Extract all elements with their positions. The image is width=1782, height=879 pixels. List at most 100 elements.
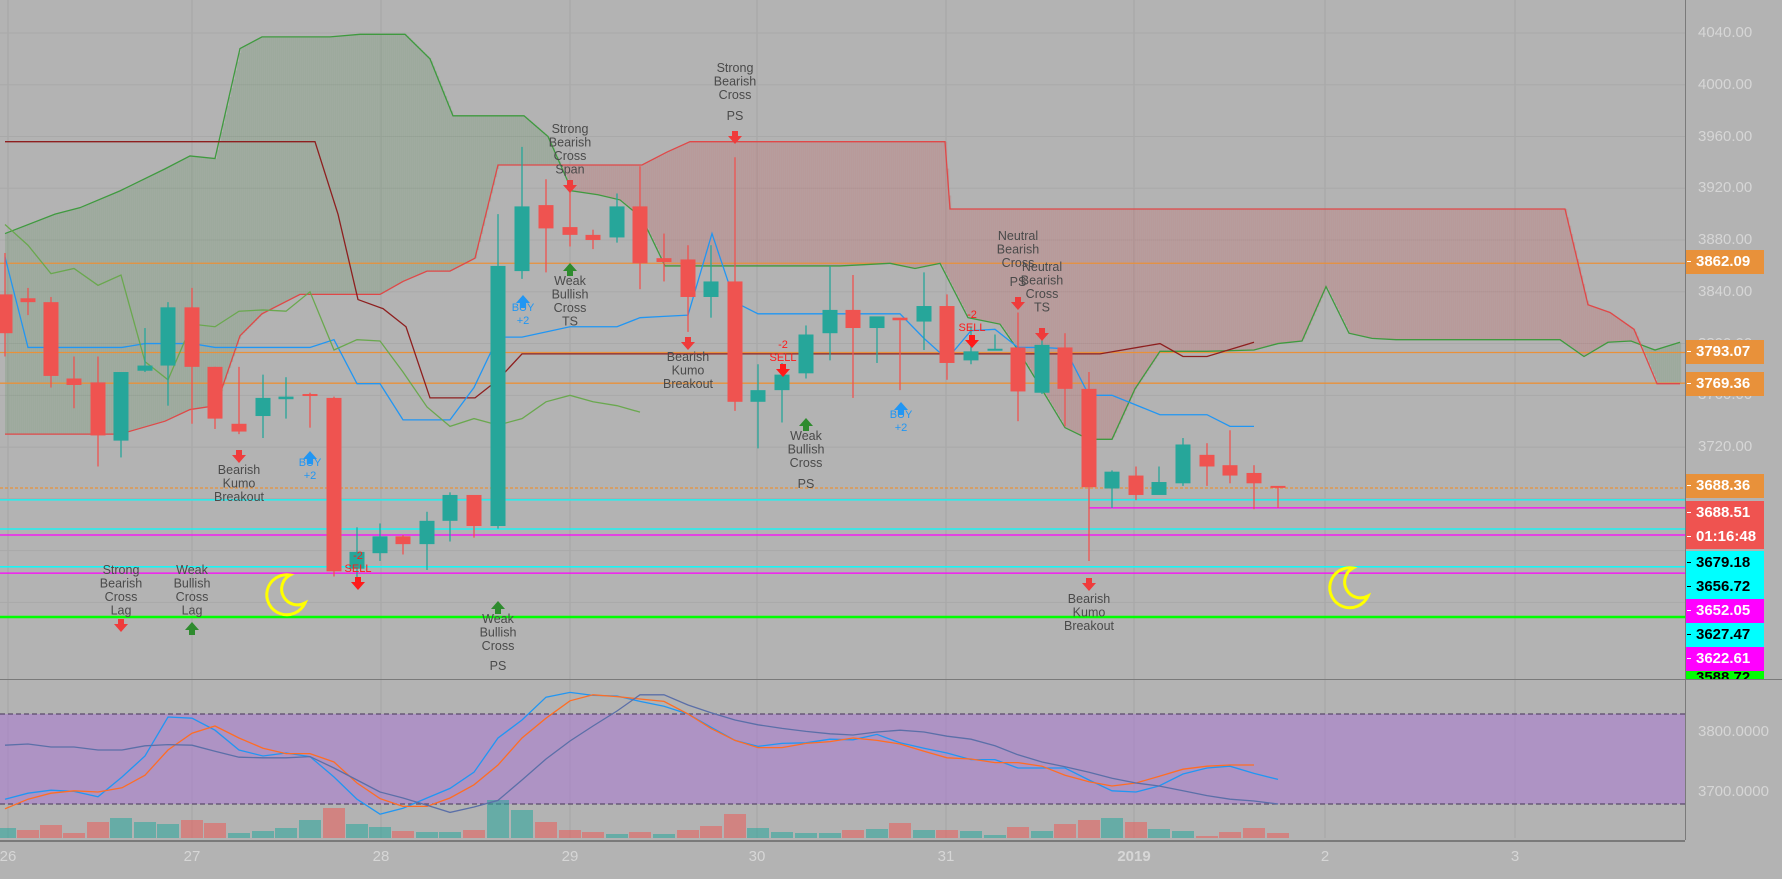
cloud-slice <box>673 149 676 266</box>
price-tick-label: 4040.00 <box>1698 24 1753 41</box>
annotation-label: Bearish <box>667 350 709 364</box>
volume-bar <box>1196 836 1218 838</box>
cloud-slice <box>711 141 714 266</box>
line-chikou-span <box>4 224 641 428</box>
arrow-down-icon <box>965 335 979 348</box>
candle-bullish <box>490 265 506 527</box>
candle-bearish <box>727 281 743 402</box>
cloud-slice <box>531 121 534 165</box>
cloud-slice <box>133 184 136 431</box>
cloud-slice <box>1045 208 1048 395</box>
cloud-slice <box>1287 208 1290 343</box>
cloud-slice <box>139 181 142 429</box>
volume-bar <box>1101 818 1123 838</box>
oscillator-pane[interactable] <box>0 691 1685 838</box>
cloud-slice <box>671 150 674 266</box>
cloud-slice <box>295 36 298 297</box>
cloud-slice <box>699 141 702 266</box>
cloud-slice <box>253 41 256 323</box>
cloud-slice <box>939 141 942 264</box>
volume-bar <box>1219 832 1241 838</box>
cloud-slice <box>849 141 852 266</box>
cloud-slice <box>1017 208 1020 349</box>
cloud-slice <box>1139 208 1142 383</box>
cloud-slice <box>905 141 908 267</box>
cloud-slice <box>215 158 218 406</box>
volume-bar <box>913 830 935 838</box>
cloud-slice <box>579 164 582 192</box>
cloud-slice <box>509 115 512 165</box>
price-tag: 3793.07 <box>1686 340 1764 364</box>
cloud-slice <box>245 45 248 331</box>
cloud-slice <box>647 162 650 229</box>
cloud-slice <box>261 37 264 315</box>
cloud-slice <box>1511 208 1514 340</box>
cloud-slice <box>1535 208 1538 340</box>
cloud-slice <box>611 164 614 198</box>
price-tick-label: 3720.00 <box>1698 438 1753 456</box>
cloud-slice <box>1633 328 1636 342</box>
cloud-slice <box>829 141 832 266</box>
cloud-slice <box>1483 208 1486 340</box>
annotation-label: Cross <box>554 149 587 163</box>
price-chart-canvas[interactable]: StrongBearishCrossLagWeakBullishCrossLag… <box>0 0 1685 874</box>
cloud-slice <box>721 141 724 266</box>
oscillator-axis[interactable]: 3800.0000 3700.0000 <box>1685 680 1782 840</box>
cloud-slice <box>713 141 716 266</box>
volume-bar <box>204 823 226 838</box>
cloud-slice <box>1109 208 1112 440</box>
cloud-slice <box>1161 208 1164 352</box>
cloud-slice <box>493 115 496 186</box>
cloud-slice <box>1011 208 1014 340</box>
cloud-slice <box>389 34 392 290</box>
cloud-slice <box>333 36 336 295</box>
cloud-slice <box>607 164 610 197</box>
cloud-slice <box>517 115 520 165</box>
price-tick-label: 3960.00 <box>1698 127 1753 145</box>
volume-bar <box>1148 829 1170 838</box>
cloud-slice <box>781 141 784 266</box>
cloud-slice <box>1027 208 1030 365</box>
cloud-slice <box>421 50 424 274</box>
cloud-slice <box>1223 208 1226 351</box>
time-axis[interactable]: 26 27 28 29 30 31 2019 2 3 <box>0 840 1685 876</box>
cloud-slice <box>165 168 168 422</box>
cloud-slice <box>1539 208 1542 340</box>
candle-bearish <box>326 397 342 572</box>
cloud-slice <box>1493 208 1496 340</box>
cloud-slice <box>1463 208 1466 340</box>
cloud-slice <box>921 141 924 268</box>
cloud-slice <box>945 141 948 274</box>
cloud-slice <box>341 35 344 295</box>
annotation-label: +2 <box>895 422 908 434</box>
cloud-slice <box>85 205 88 435</box>
cloud-slice <box>235 70 238 351</box>
candlestick-series[interactable] <box>0 146 1286 585</box>
volume-bar <box>1125 822 1147 838</box>
cloud-slice <box>1281 208 1284 344</box>
cloud-slice <box>7 232 10 435</box>
volume-bar <box>582 832 604 838</box>
cloud-slice <box>1247 208 1250 351</box>
cloud-slice <box>419 48 422 275</box>
cloud-slice <box>873 141 876 265</box>
cloud-slice <box>1389 208 1392 340</box>
cloud-slice <box>1217 208 1220 352</box>
cloud-slice <box>907 141 910 267</box>
pane-divider[interactable] <box>0 679 1782 680</box>
cloud-slice <box>1183 208 1186 352</box>
volume-bar <box>134 822 156 838</box>
cloud-slice <box>1295 208 1298 342</box>
cloud-slice <box>489 115 492 202</box>
cloud-slice <box>1387 208 1390 340</box>
cloud-slice <box>1231 208 1234 351</box>
annotation-label: Bearish <box>218 463 260 477</box>
cloud-slice <box>897 141 900 265</box>
cloud-slice <box>591 164 594 194</box>
cloud-slice <box>1141 208 1144 380</box>
cloud-slice <box>265 36 268 313</box>
candle-bearish <box>845 309 861 329</box>
annotation-label: Kumo <box>672 364 705 378</box>
cloud-slice <box>467 115 470 263</box>
